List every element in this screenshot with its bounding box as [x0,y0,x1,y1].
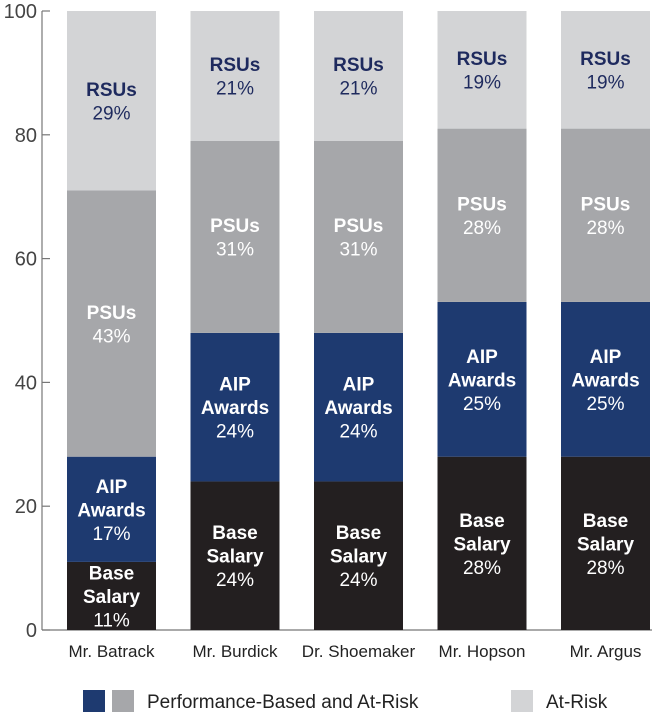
bar-segment-rsus [190,11,280,141]
bar-segment-aip-awards [314,332,403,482]
segment-value-label: 28% [463,558,501,579]
y-tick-label: 80 [15,125,37,147]
segment-name-label: RSUs [210,55,261,76]
bar-segment-base-salary [190,481,280,630]
x-category-label: Mr. Hopson [439,642,526,661]
y-tick-label: 100 [4,1,37,23]
segment-name-label: Salary [83,587,140,608]
segment-name-label: Salary [577,534,634,555]
segment-name-label: AIP [219,375,251,396]
segment-name-label: Base [583,511,628,532]
legend-entry-at-risk: At-Risk [511,690,608,713]
segment-value-label: 24% [339,422,377,443]
segment-name-label: Awards [571,370,639,391]
segment-name-label: PSUs [87,303,137,324]
bar-segment-base-salary [67,561,156,630]
segment-value-label: 31% [339,240,377,261]
y-tick-label: 0 [26,620,37,642]
segment-name-label: RSUs [580,49,631,70]
segment-value-label: 19% [586,73,624,94]
legend-label: At-Risk [546,692,608,713]
segment-name-label: Awards [448,370,516,391]
segment-value-label: 25% [586,394,624,415]
legend-label: Performance-Based and At-Risk [147,692,419,713]
x-axis-category-labels: Mr. Batrack Mr. Burdick Dr. Shoemaker Mr. H… [69,642,642,661]
stacked-bars: BaseSalary11%AIPAwards17%PSUs43%RSUs29%B… [67,11,650,631]
y-tick-label: 40 [15,372,37,394]
segment-name-label: Base [336,523,381,544]
segment-name-label: PSUs [210,216,260,237]
y-tick-label: 20 [15,496,37,518]
segment-value-label: 24% [216,570,254,591]
segment-value-label: 31% [216,240,254,261]
segment-name-label: PSUs [581,195,631,216]
segment-value-label: 43% [92,326,130,347]
segment-value-label: 24% [216,422,254,443]
segment-name-label: Base [459,511,504,532]
bar-segment-aip-awards [67,456,156,562]
segment-name-label: Salary [330,547,387,568]
bar-segment-psus [561,128,650,302]
segment-value-label: 25% [463,394,501,415]
bar-segment-rsus [67,11,156,191]
bar-segment-aip-awards [561,301,650,457]
segment-name-label: AIP [343,375,375,396]
segment-value-label: 28% [586,218,624,239]
y-axis-ticks: 0 20 40 60 80 100 [4,1,50,642]
segment-name-label: Base [89,563,134,584]
segment-name-label: AIP [590,347,622,368]
legend-swatch [112,690,134,712]
bar-segment-rsus [437,11,527,129]
bar-segment-base-salary [437,456,527,630]
segment-name-label: RSUs [333,55,384,76]
segment-name-label: AIP [96,477,128,498]
bar-segment-psus [314,140,403,333]
legend-swatch [83,690,105,712]
segment-name-label: Awards [324,398,392,419]
segment-name-label: PSUs [457,195,507,216]
segment-name-label: Awards [77,500,145,521]
segment-name-label: Salary [206,547,263,568]
segment-value-label: 21% [339,79,377,100]
segment-value-label: 24% [339,570,377,591]
segment-value-label: 11% [93,610,130,631]
legend: Performance-Based and At-Risk At-Risk [83,690,608,713]
segment-name-label: Awards [201,398,269,419]
bar-segment-base-salary [314,481,403,630]
segment-name-label: Salary [453,534,510,555]
x-category-label: Dr. Shoemaker [302,642,416,661]
segment-value-label: 28% [463,218,501,239]
legend-swatch [511,690,533,712]
bar-segment-rsus [314,11,403,141]
segment-value-label: 29% [92,104,130,125]
segment-value-label: 21% [216,79,254,100]
segment-name-label: RSUs [457,49,508,70]
bar-segment-base-salary [561,456,650,630]
segment-name-label: Base [212,523,257,544]
x-category-label: Mr. Burdick [192,642,278,661]
y-tick-label: 60 [15,249,37,271]
segment-value-label: 28% [586,558,624,579]
segment-name-label: AIP [466,347,498,368]
legend-entry-performance-based: Performance-Based and At-Risk [83,690,419,713]
segment-value-label: 17% [92,524,130,545]
segment-name-label: PSUs [334,216,384,237]
bar-segment-rsus [561,11,650,129]
x-category-label: Mr. Argus [570,642,642,661]
bar-segment-psus [67,190,156,457]
bar-segment-psus [437,128,527,302]
segment-value-label: 19% [463,73,501,94]
x-category-label: Mr. Batrack [69,642,155,661]
segment-name-label: RSUs [86,80,137,101]
bar-segment-psus [190,140,280,333]
bar-segment-aip-awards [437,301,527,457]
bar-segment-aip-awards [190,332,280,482]
